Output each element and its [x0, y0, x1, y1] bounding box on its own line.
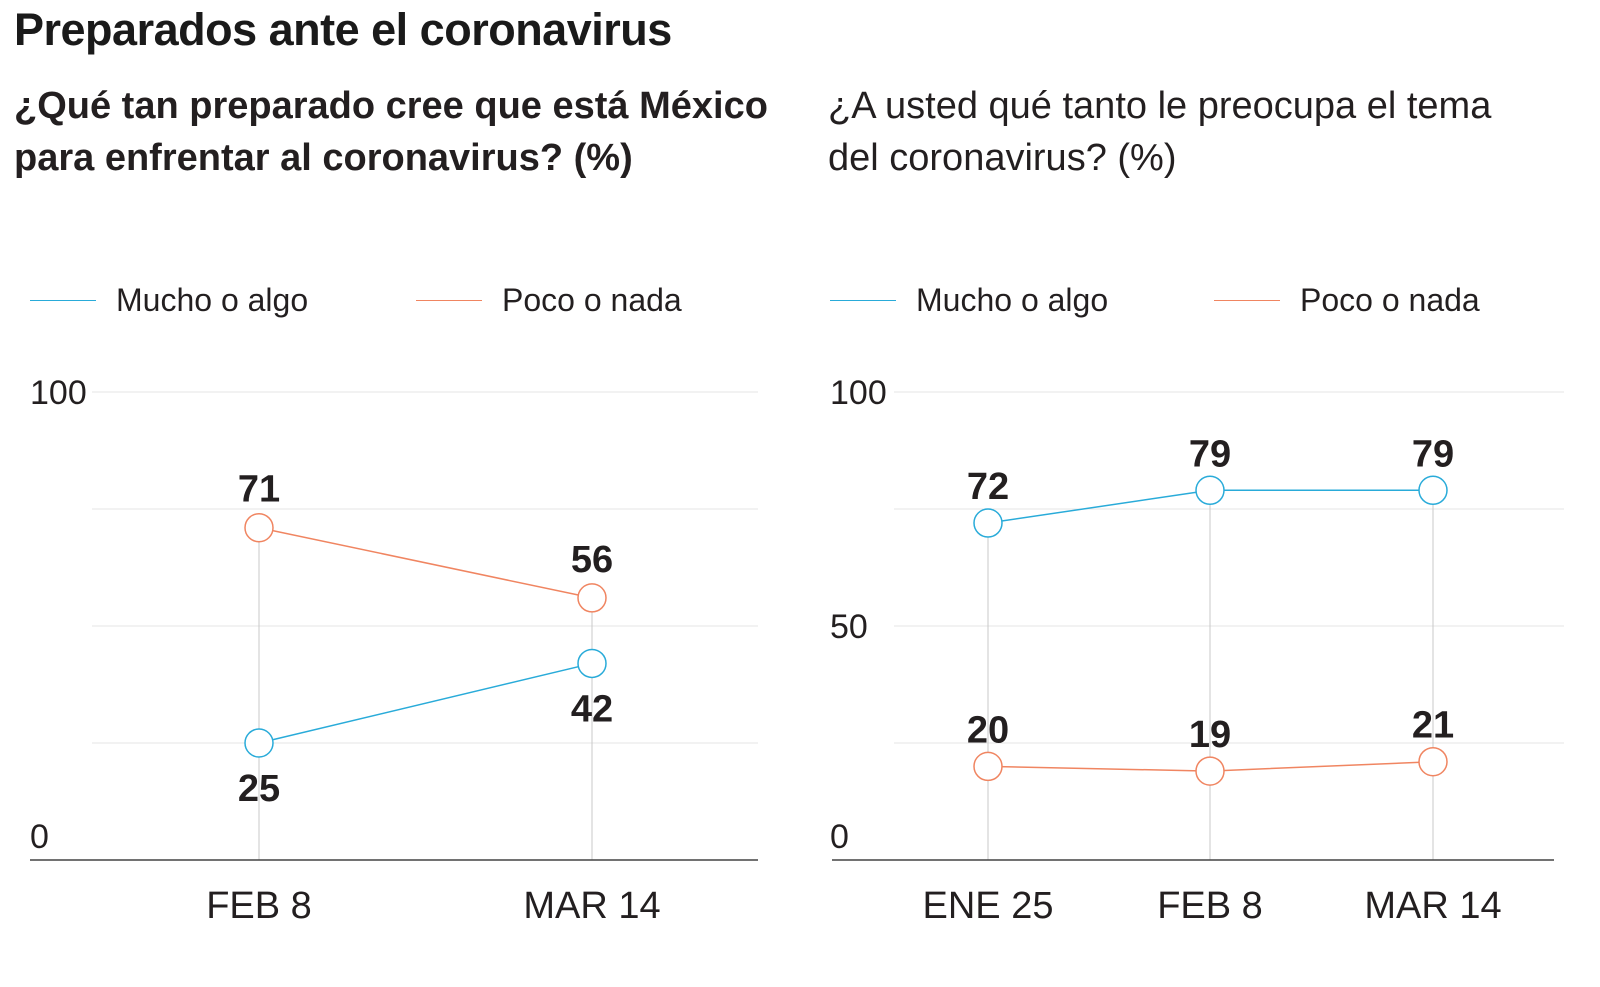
x-tick-label: MAR 14: [523, 885, 660, 927]
data-label-mucho: 79: [1189, 433, 1231, 475]
y-tick-label: 50: [830, 608, 868, 646]
legend-swatch-mucho: [30, 300, 96, 301]
data-point-poco: [1418, 746, 1448, 777]
data-point-mucho: [1418, 475, 1448, 506]
y-tick-label: 0: [30, 818, 49, 856]
data-label-poco: 19: [1189, 714, 1231, 756]
series-line-mucho: [258, 662, 593, 744]
legend-swatch-poco: [416, 300, 482, 301]
chart-1-plot: 100 0 FEB 8 MAR 14 25 71 42 56: [30, 374, 758, 927]
page-title: Preparados ante el coronavirus: [14, 4, 672, 55]
x-tick-label: MAR 14: [1364, 885, 1501, 927]
data-point-mucho: [244, 728, 274, 758]
x-tick-label: FEB 8: [1157, 885, 1263, 927]
legend-label-mucho: Mucho o algo: [116, 282, 309, 318]
data-label-poco: 21: [1412, 705, 1454, 747]
legend-label-mucho: Mucho o algo: [916, 282, 1109, 318]
legend-label-poco: Poco o nada: [1300, 282, 1480, 318]
x-tick-label: ENE 25: [923, 885, 1054, 927]
data-point-poco: [1195, 756, 1225, 786]
legend-label-poco: Poco o nada: [502, 282, 682, 318]
chart-1-title: ¿Qué tan preparado cree que está México …: [14, 85, 768, 179]
data-label-mucho: 42: [571, 688, 613, 730]
data-label-poco: 56: [571, 539, 613, 581]
chart-2-title: ¿A usted qué tanto le preocupa el tema d…: [828, 85, 1492, 179]
data-point-mucho: [973, 508, 1003, 538]
data-label-poco: 71: [238, 469, 280, 511]
legend-swatch-mucho: [830, 300, 896, 301]
data-point-poco: [244, 512, 274, 543]
series-line-poco: [258, 526, 593, 599]
data-point-poco: [577, 583, 607, 613]
data-label-poco: 20: [967, 709, 1009, 751]
data-label-mucho: 79: [1412, 433, 1454, 475]
legend-swatch-poco: [1214, 300, 1280, 301]
chart-1-legend: Mucho o algo Poco o nada: [30, 280, 750, 320]
y-tick-label: 100: [830, 374, 887, 412]
y-tick-label: 0: [830, 818, 849, 856]
data-point-mucho: [1195, 475, 1225, 506]
chart-2-plot: 100 50 0 ENE 25 FEB 8 MAR 14 72 20 79 19 79 21: [830, 374, 1564, 927]
x-tick-label: FEB 8: [206, 885, 312, 927]
y-tick-label: 100: [30, 374, 87, 412]
data-point-mucho: [577, 648, 607, 679]
data-label-mucho: 72: [967, 466, 1009, 508]
data-label-mucho: 25: [238, 768, 280, 810]
data-point-poco: [973, 751, 1003, 782]
chart-2-legend: Mucho o algo Poco o nada: [830, 280, 1550, 320]
